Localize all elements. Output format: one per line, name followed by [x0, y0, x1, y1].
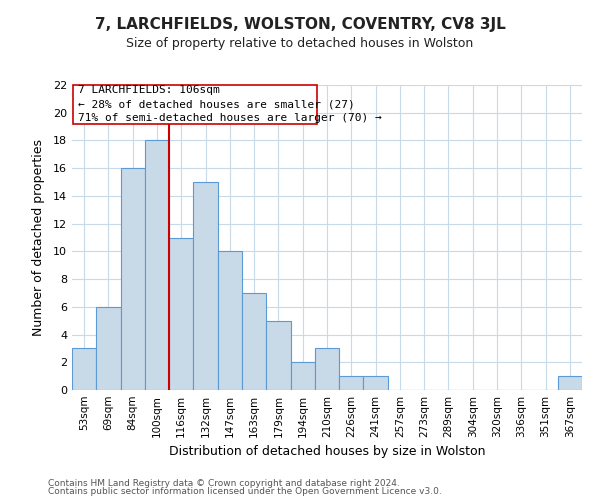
FancyBboxPatch shape: [73, 85, 317, 124]
Bar: [96, 307, 121, 390]
Bar: [290, 362, 315, 390]
X-axis label: Distribution of detached houses by size in Wolston: Distribution of detached houses by size …: [169, 446, 485, 458]
Bar: [169, 238, 193, 390]
Text: 7, LARCHFIELDS, WOLSTON, COVENTRY, CV8 3JL: 7, LARCHFIELDS, WOLSTON, COVENTRY, CV8 3…: [95, 18, 505, 32]
Bar: [266, 320, 290, 390]
Bar: [72, 348, 96, 390]
Bar: [364, 376, 388, 390]
Bar: [315, 348, 339, 390]
Bar: [339, 376, 364, 390]
Y-axis label: Number of detached properties: Number of detached properties: [32, 139, 44, 336]
Bar: [193, 182, 218, 390]
Bar: [145, 140, 169, 390]
Text: 7 LARCHFIELDS: 106sqm
← 28% of detached houses are smaller (27)
71% of semi-deta: 7 LARCHFIELDS: 106sqm ← 28% of detached …: [78, 86, 382, 124]
Bar: [242, 293, 266, 390]
Bar: [218, 252, 242, 390]
Text: Size of property relative to detached houses in Wolston: Size of property relative to detached ho…: [127, 38, 473, 51]
Text: Contains public sector information licensed under the Open Government Licence v3: Contains public sector information licen…: [48, 487, 442, 496]
Text: Contains HM Land Registry data © Crown copyright and database right 2024.: Contains HM Land Registry data © Crown c…: [48, 478, 400, 488]
Bar: [121, 168, 145, 390]
Bar: [558, 376, 582, 390]
